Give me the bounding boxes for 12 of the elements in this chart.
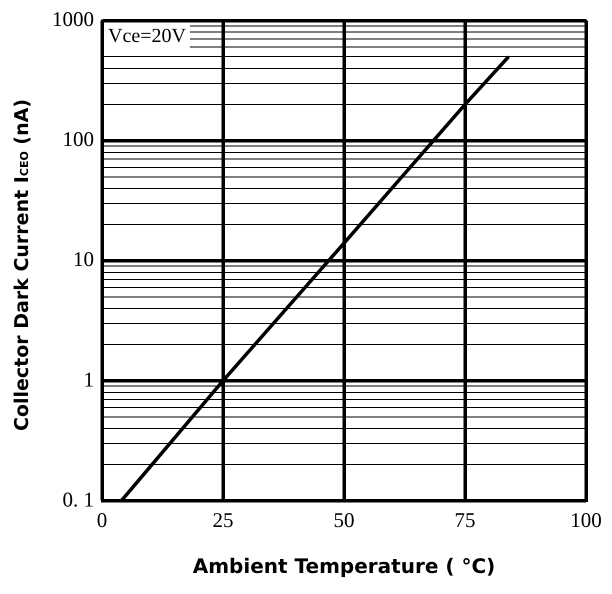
x-tick-label: 75	[454, 508, 476, 532]
annotation: Vce=20V	[108, 24, 186, 47]
x-axis-title: Ambient Temperature ( °C)	[192, 554, 496, 578]
x-tick-label: 0	[96, 508, 108, 532]
y-tick-label: 10	[73, 247, 94, 272]
y-tick-label: 1000	[52, 7, 94, 32]
x-tick-label: 25	[212, 508, 234, 532]
y-tick-label: 100	[62, 127, 94, 152]
y-tick-label: 0. 1	[62, 487, 94, 512]
x-tick-label: 50	[334, 508, 354, 532]
y-tick-label: 1	[84, 367, 94, 392]
x-tick-label: 100	[570, 508, 602, 532]
